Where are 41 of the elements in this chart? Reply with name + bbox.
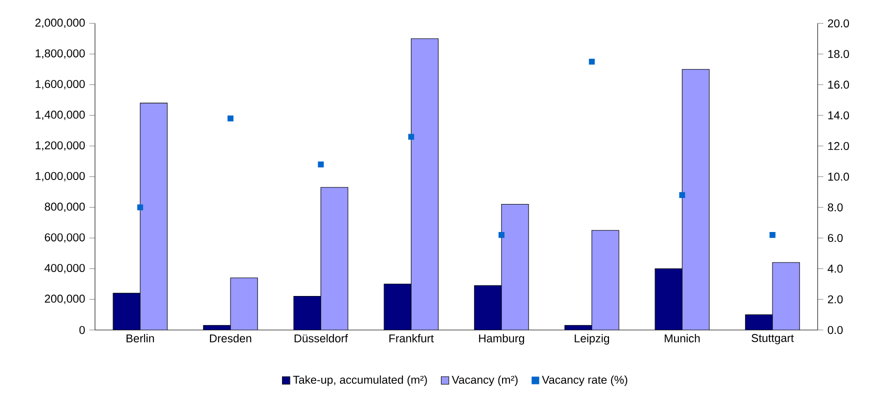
point	[679, 192, 686, 198]
y2-tick-label: 4.0	[828, 264, 843, 273]
y2-tick-label: 20.0	[828, 19, 850, 28]
y-tick-label: 1,200,000	[36, 141, 85, 151]
x-tick-label: Munich	[664, 334, 700, 342]
x-tick-label: Leipzig	[574, 334, 610, 345]
x-tick-label: Düsseldorf	[294, 334, 348, 342]
y2-tick-label: 14.0	[828, 111, 850, 120]
y2-tick-label: 18.0	[828, 50, 850, 58]
point	[318, 161, 324, 168]
y-tick-label: 1,000,000	[36, 172, 85, 182]
y2-tick-label: 16.0	[828, 80, 850, 89]
point	[408, 134, 414, 140]
y2-tick-label: 6.0	[828, 234, 843, 242]
point	[137, 204, 144, 210]
x-tick-label: Hamburg	[479, 334, 524, 345]
y2-tick-label: 0.0	[828, 326, 843, 334]
legend-label: Vacancy rate (%)	[542, 375, 628, 386]
y-tick-label: 400,000	[44, 264, 85, 274]
y-tick-label: 0	[79, 326, 85, 334]
y-tick-label: 800,000	[44, 202, 85, 212]
x-tick-label: Stuttgart	[752, 334, 794, 344]
x-tick-label: Dresden	[210, 334, 252, 342]
point	[588, 58, 595, 65]
y-tick-label: 1,800,000	[36, 49, 85, 59]
y2-tick-label: 2.0	[828, 295, 843, 304]
y-tick-label: 600,000	[44, 233, 85, 243]
legend-label: Vacancy (m²)	[452, 375, 518, 386]
point	[770, 232, 776, 238]
x-tick-label: Berlin	[126, 334, 154, 342]
y2-tick-label: 12.0	[828, 142, 850, 150]
y-tick-label: 2,000,000	[35, 18, 85, 28]
y2-tick-label: 10.0	[828, 172, 850, 181]
y-tick-label: 1,600,000	[36, 80, 85, 90]
legend-label: Take-up, accumulated (m²)	[293, 375, 427, 386]
y-tick-label: 1,400,000	[36, 110, 85, 120]
point	[498, 232, 504, 238]
y2-tick-label: 8.0	[828, 203, 843, 212]
y-tick-label: 200,000	[44, 294, 85, 304]
point	[228, 115, 234, 122]
x-tick-label: Frankfurt	[389, 334, 434, 342]
